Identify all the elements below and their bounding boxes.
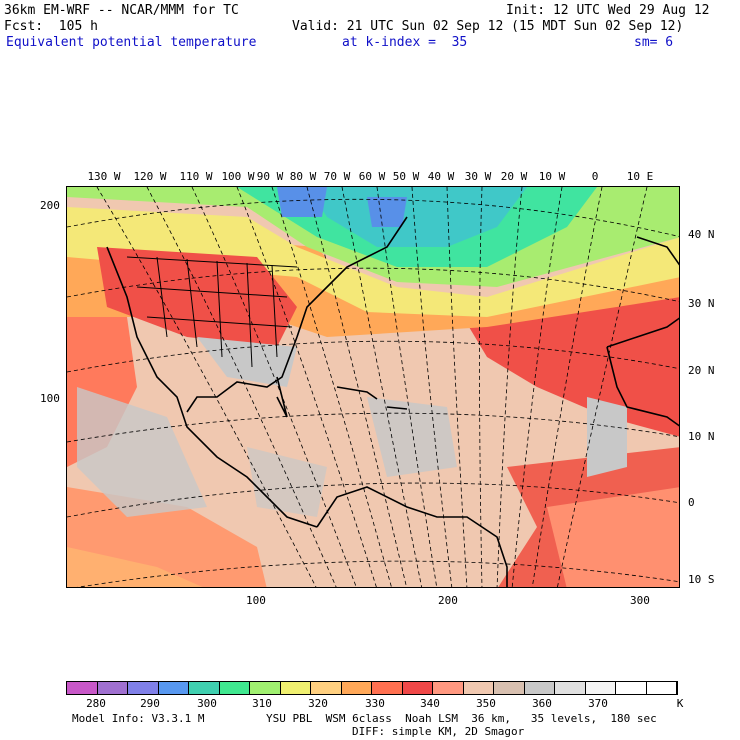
lon-label: 40 W xyxy=(427,170,455,183)
colorbar-swatch xyxy=(280,682,311,694)
colorbar-swatch xyxy=(250,682,281,694)
map-panel xyxy=(66,186,680,588)
valid-time: Valid: 21 UTC Sun 02 Sep 12 (15 MDT Sun … xyxy=(292,19,684,34)
colorbar-swatch xyxy=(494,682,525,694)
colorbar-unit: K xyxy=(676,697,684,710)
colorbar-swatch xyxy=(128,682,159,694)
lon-label: 90 W xyxy=(256,170,284,183)
lon-label: 30 W xyxy=(464,170,492,183)
field-region xyxy=(547,487,679,587)
smoothing-label: sm= 6 xyxy=(634,35,674,50)
grid-x-label: 300 xyxy=(630,594,650,607)
colorbar-swatch xyxy=(585,682,616,694)
physics-info: YSU PBL WSM 6class Noah LSM 36 km, 35 le… xyxy=(266,712,657,725)
grid-x-label: 200 xyxy=(438,594,458,607)
colorbar xyxy=(66,681,678,695)
field-region xyxy=(67,547,203,587)
colorbar-label: 320 xyxy=(308,697,328,710)
field-region xyxy=(367,197,407,227)
lon-label: 110 W xyxy=(179,170,213,183)
field-region xyxy=(367,397,457,477)
lon-label: 80 W xyxy=(289,170,317,183)
colorbar-swatch xyxy=(311,682,342,694)
init-time: Init: 12 UTC Wed 29 Aug 12 xyxy=(506,3,710,18)
lat-label: 10 S xyxy=(688,573,715,586)
level-label: at k-index = 35 xyxy=(342,35,468,50)
field-region xyxy=(587,397,627,477)
lat-label: 30 N xyxy=(688,297,715,310)
lat-label: 40 N xyxy=(688,228,715,241)
field-region xyxy=(277,187,327,217)
colorbar-label: 310 xyxy=(252,697,272,710)
colorbar-label: 290 xyxy=(140,697,160,710)
coastlines xyxy=(106,216,679,587)
colorbar-swatch xyxy=(646,682,677,694)
forecast-hour: Fcst: 105 h xyxy=(4,19,98,34)
state-boundaries xyxy=(126,256,298,368)
diffusion-info: DIFF: simple KM, 2D Smagor xyxy=(352,725,525,738)
lon-label: 130 W xyxy=(87,170,121,183)
lon-label: 60 W xyxy=(358,170,386,183)
colorbar-swatch xyxy=(341,682,372,694)
lon-label: 0 xyxy=(591,170,599,183)
colorbar-swatch xyxy=(524,682,555,694)
lon-label: 100 W xyxy=(221,170,255,183)
lon-label: 20 W xyxy=(500,170,528,183)
colorbar-label: 300 xyxy=(197,697,217,710)
colorbar-swatch xyxy=(219,682,250,694)
lon-label: 50 W xyxy=(392,170,420,183)
graticule xyxy=(67,187,679,587)
field-region xyxy=(77,387,207,517)
colorbar-swatch xyxy=(189,682,220,694)
colorbar-swatch xyxy=(97,682,128,694)
lon-label: 70 W xyxy=(323,170,351,183)
lon-label: 120 W xyxy=(133,170,167,183)
lon-label: 10 W xyxy=(538,170,566,183)
colorbar-label: 340 xyxy=(420,697,440,710)
colorbar-swatch xyxy=(555,682,586,694)
field-region xyxy=(67,207,679,317)
grid-x-label: 100 xyxy=(246,594,266,607)
lat-label: 20 N xyxy=(688,364,715,377)
lat-label: 10 N xyxy=(688,430,715,443)
colorbar-label: 360 xyxy=(532,697,552,710)
colorbar-swatch xyxy=(433,682,464,694)
field-name: Equivalent potential temperature xyxy=(6,35,257,50)
colorbar-swatch xyxy=(463,682,494,694)
colorbar-label: 330 xyxy=(365,697,385,710)
colorbar-swatch xyxy=(67,682,98,694)
grid-y-label: 200 xyxy=(40,199,60,212)
lon-label: 10 E xyxy=(626,170,654,183)
colorbar-swatch xyxy=(372,682,403,694)
colorbar-swatch xyxy=(402,682,433,694)
grid-y-label: 100 xyxy=(40,392,60,405)
colorbar-swatch xyxy=(616,682,647,694)
field-region xyxy=(247,447,327,517)
colorbar-swatch xyxy=(158,682,189,694)
model-info: Model Info: V3.3.1 M xyxy=(72,712,205,725)
colorbar-label: 280 xyxy=(86,697,106,710)
colorbar-label: 370 xyxy=(588,697,608,710)
field-region xyxy=(307,187,527,247)
lat-label: 0 xyxy=(688,496,695,509)
model-title: 36km EM-WRF -- NCAR/MMM for TC xyxy=(4,3,239,18)
colorbar-label: 350 xyxy=(476,697,496,710)
theta-e-field-map xyxy=(67,187,679,587)
